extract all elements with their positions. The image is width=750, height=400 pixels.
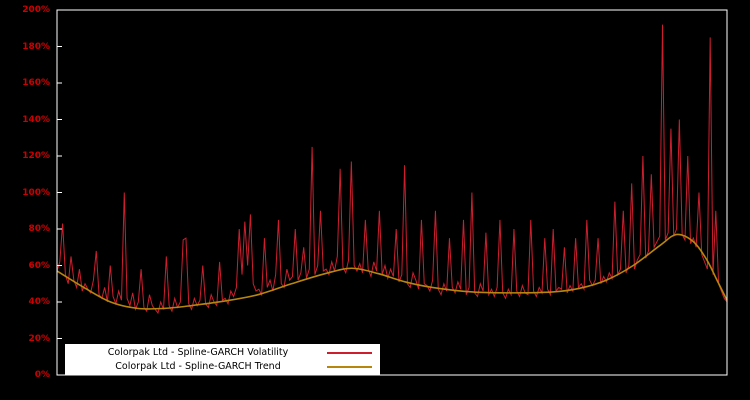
y-tick-label: 20% — [28, 333, 50, 344]
legend: Colorpak Ltd - Spline-GARCH Volatility C… — [65, 344, 380, 375]
y-tick-label: 40% — [28, 297, 50, 307]
legend-entry-trend: Colorpak Ltd - Spline-GARCH Trend — [69, 360, 376, 374]
y-tick-label: 80% — [28, 224, 50, 234]
y-tick-label: 60% — [28, 260, 50, 271]
legend-entry-volatility: Colorpak Ltd - Spline-GARCH Volatility — [69, 346, 376, 360]
y-tick-label: 120% — [22, 151, 50, 161]
y-tick-label: 180% — [22, 41, 50, 52]
y-tick-label: 100% — [22, 187, 50, 198]
trend-series-line — [56, 233, 728, 310]
y-tick-label: 140% — [22, 114, 50, 125]
y-tick-label: 200% — [22, 5, 50, 15]
y-tick-label: 0% — [34, 370, 50, 380]
plot-frame — [56, 9, 728, 376]
y-tick-label: 160% — [22, 78, 50, 88]
legend-label-trend: Colorpak Ltd - Spline-GARCH Trend — [115, 361, 281, 372]
volatility-line-sample-icon — [327, 351, 372, 354]
trend-line-sample-icon — [327, 365, 372, 368]
legend-label-volatility: Colorpak Ltd - Spline-GARCH Volatility — [107, 347, 289, 358]
volatility-series-line — [56, 24, 728, 315]
